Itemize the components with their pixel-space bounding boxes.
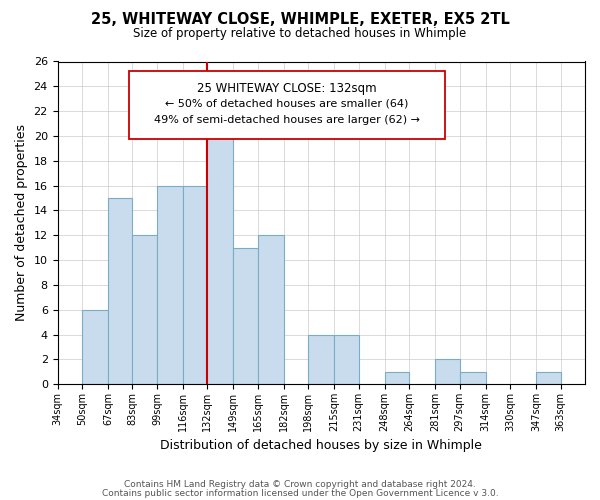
Bar — [435, 360, 460, 384]
Text: Contains HM Land Registry data © Crown copyright and database right 2024.: Contains HM Land Registry data © Crown c… — [124, 480, 476, 489]
Bar — [183, 186, 208, 384]
Text: Contains public sector information licensed under the Open Government Licence v : Contains public sector information licen… — [101, 489, 499, 498]
Text: 25 WHITEWAY CLOSE: 132sqm: 25 WHITEWAY CLOSE: 132sqm — [197, 82, 377, 96]
Bar — [133, 235, 157, 384]
Bar — [308, 334, 334, 384]
Y-axis label: Number of detached properties: Number of detached properties — [15, 124, 28, 322]
Text: 25, WHITEWAY CLOSE, WHIMPLE, EXETER, EX5 2TL: 25, WHITEWAY CLOSE, WHIMPLE, EXETER, EX5… — [91, 12, 509, 28]
Bar — [536, 372, 560, 384]
X-axis label: Distribution of detached houses by size in Whimple: Distribution of detached houses by size … — [160, 440, 482, 452]
FancyBboxPatch shape — [129, 71, 445, 139]
Bar — [233, 248, 258, 384]
Bar — [385, 372, 409, 384]
Bar — [334, 334, 359, 384]
Bar — [208, 111, 233, 384]
Text: Size of property relative to detached houses in Whimple: Size of property relative to detached ho… — [133, 28, 467, 40]
Text: 49% of semi-detached houses are larger (62) →: 49% of semi-detached houses are larger (… — [154, 114, 420, 124]
Bar — [258, 235, 284, 384]
Text: ← 50% of detached houses are smaller (64): ← 50% of detached houses are smaller (64… — [165, 98, 409, 108]
Bar — [157, 186, 183, 384]
Bar — [108, 198, 133, 384]
Bar — [82, 310, 108, 384]
Bar — [460, 372, 485, 384]
